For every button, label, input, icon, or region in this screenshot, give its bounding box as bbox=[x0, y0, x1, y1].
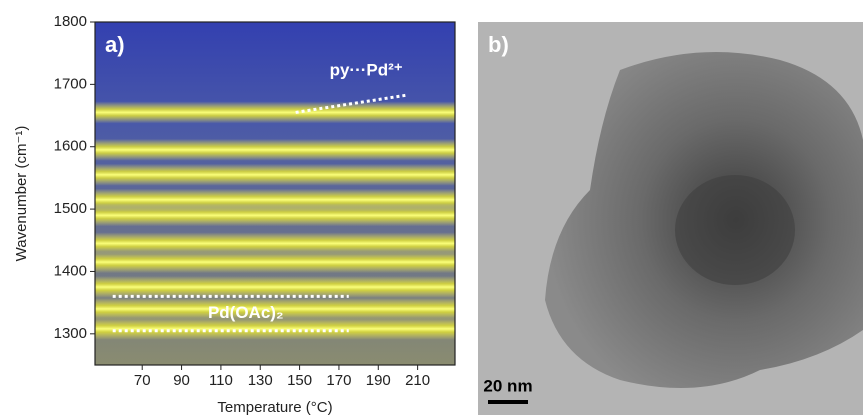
y-tick-label: 1500 bbox=[54, 200, 87, 217]
annotation-label: py···Pd²⁺ bbox=[330, 60, 403, 79]
y-tick-label: 1400 bbox=[54, 262, 87, 279]
y-tick-label: 1700 bbox=[54, 75, 87, 92]
tem-panel: b) 20 nm bbox=[478, 22, 863, 415]
band bbox=[95, 164, 455, 186]
band bbox=[95, 276, 455, 298]
x-tick-label: 190 bbox=[366, 372, 391, 389]
heatmap-panel: 1300 1400 1500 1600 1700 1800 70 90 110 130 150 170… bbox=[13, 13, 455, 415]
x-tick-label: 110 bbox=[209, 372, 233, 389]
x-tick-label: 130 bbox=[248, 372, 273, 389]
x-tick-label: 90 bbox=[173, 372, 190, 389]
y-axis-label: Wavenumber (cm⁻¹) bbox=[13, 126, 30, 262]
band bbox=[95, 101, 455, 123]
y-tick-label: 1800 bbox=[54, 13, 87, 30]
tem-core bbox=[675, 175, 795, 285]
x-axis-label: Temperature (°C) bbox=[217, 399, 332, 415]
scale-bar-label: 20 nm bbox=[483, 376, 532, 395]
figure: 1300 1400 1500 1600 1700 1800 70 90 110 130 150 170… bbox=[0, 0, 863, 415]
band bbox=[95, 251, 455, 273]
panel-label: a) bbox=[105, 32, 125, 57]
x-tick-label: 170 bbox=[326, 372, 351, 389]
y-tick-label: 1300 bbox=[54, 325, 87, 342]
band bbox=[95, 139, 455, 161]
annotation-label: Pd(OAc)₂ bbox=[208, 303, 284, 322]
band bbox=[95, 204, 455, 226]
x-tick-label: 70 bbox=[134, 372, 151, 389]
x-tick-label: 210 bbox=[405, 372, 430, 389]
x-tick-label: 150 bbox=[287, 372, 312, 389]
scale-bar bbox=[488, 400, 528, 404]
y-tick-label: 1600 bbox=[54, 138, 87, 155]
panel-label: b) bbox=[488, 32, 509, 57]
band bbox=[95, 232, 455, 254]
